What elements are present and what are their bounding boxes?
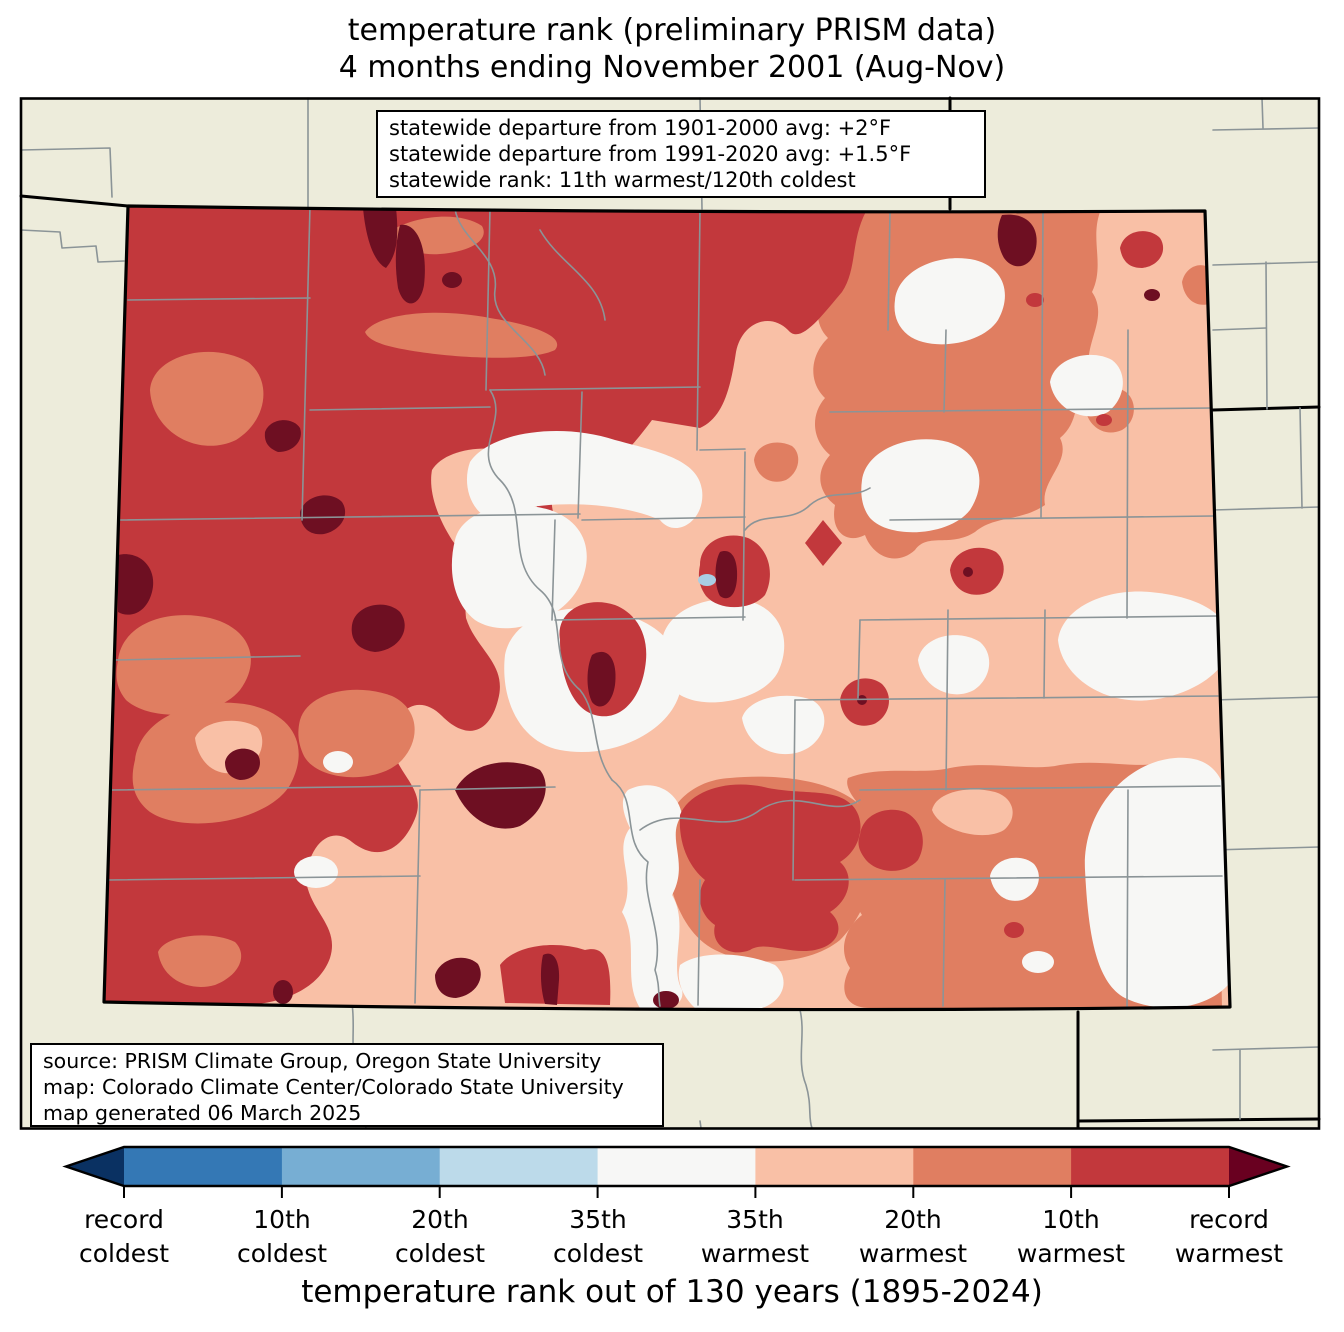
colorbar-segment — [281, 1147, 441, 1186]
colorbar-segment — [1071, 1147, 1230, 1186]
colorbar-label-record-warmest: record warmest — [1174, 1205, 1284, 1268]
map-frame — [19, 97, 1321, 1130]
generated-date-line: map generated 06 March 2025 — [43, 1101, 362, 1125]
colorbar-label-10th-coldest: 10th coldest — [236, 1205, 328, 1268]
lake — [698, 574, 716, 586]
colorbar-segment — [124, 1147, 283, 1186]
colorbar-label-record-coldest: record coldest — [78, 1205, 170, 1268]
figure-title-line1: temperature rank (preliminary PRISM data… — [347, 13, 997, 48]
source-box: source: PRISM Climate Group, Oregon Stat… — [30, 1043, 664, 1127]
colorbar-label-20th-coldest: 20th coldest — [394, 1205, 486, 1268]
colorbar-segment — [439, 1147, 599, 1186]
colorado-state-border — [102, 204, 1232, 1012]
map-credit-line: map: Colorado Climate Center/Colorado St… — [43, 1075, 624, 1099]
colorbar-ticks — [123, 1186, 1230, 1198]
colorbar-segment — [597, 1147, 757, 1186]
stats-departure-1991-2020: statewide departure from 1991-2020 avg: … — [389, 142, 912, 166]
colorbar-caption: temperature rank out of 130 years (1895-… — [301, 1274, 1043, 1310]
colorbar — [62, 1145, 1291, 1198]
colorbar-label-20th-warmest: 20th warmest — [858, 1205, 968, 1268]
figure-title-line2: 4 months ending November 2001 (Aug-Nov) — [338, 50, 1006, 85]
colorado-rank-fill — [104, 206, 1230, 1010]
statewide-stats-box: statewide departure from 1901-2000 avg: … — [376, 110, 986, 198]
colorbar-segment — [913, 1147, 1073, 1186]
colorbar-segment — [755, 1147, 915, 1186]
source-line: source: PRISM Climate Group, Oregon Stat… — [43, 1049, 602, 1073]
colorbar-label-35th-warmest: 35th warmest — [700, 1205, 810, 1268]
stats-departure-1901-2000: statewide departure from 1901-2000 avg: … — [389, 116, 892, 140]
neighbor-county-lines — [20, 97, 1320, 1129]
colorado-county-lines — [107, 206, 1223, 1009]
stats-rank: statewide rank: 11th warmest/120th colde… — [389, 168, 856, 192]
colorbar-label-10th-warmest: 10th warmest — [1016, 1205, 1126, 1268]
colorbar-label-35th-coldest: 35th coldest — [552, 1205, 644, 1268]
colorbar-arrow-record-coldest — [66, 1147, 124, 1186]
colorbar-arrow-record-warmest — [1229, 1147, 1287, 1186]
